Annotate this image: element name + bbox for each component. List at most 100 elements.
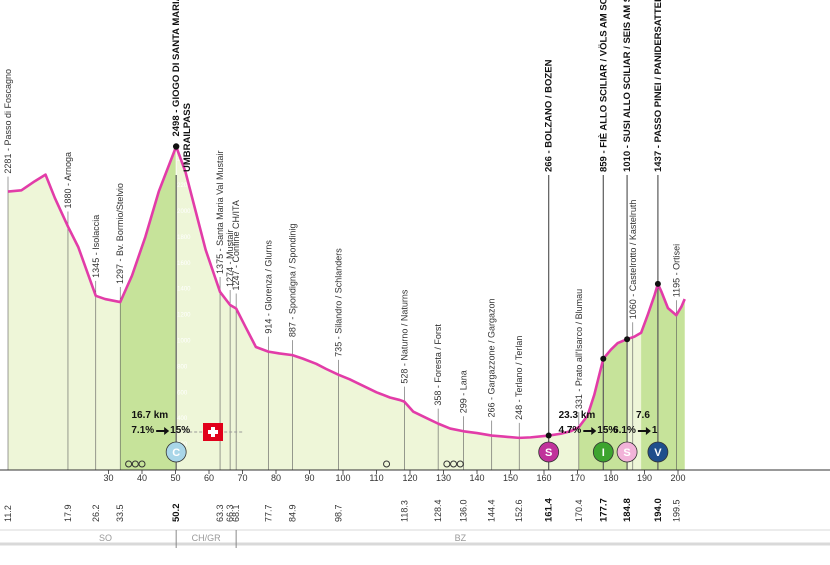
km-label-19: 184.8 [622, 498, 633, 522]
region-bar [0, 530, 830, 544]
place-label-22: 1195 - Ortisei [671, 244, 681, 297]
tunnel-icon-2 [138, 460, 146, 468]
swiss-flag-cross-h [208, 430, 218, 434]
sprint-badge-letter-1: S [623, 447, 630, 459]
place-label-9: 887 - Spondigna / Spondinig [287, 224, 297, 338]
x-tick-label-8: 110 [369, 473, 383, 483]
km-label-12: 128.4 [433, 499, 443, 522]
place-label-11: 528 - Naturno / Naturns [399, 289, 409, 384]
x-tick-label-1: 40 [137, 473, 147, 483]
dot-bolzano [545, 432, 552, 439]
x-tick-label-12: 150 [503, 473, 518, 483]
climb-dist-0: 16.7 km [131, 410, 168, 421]
climb-badge-letter-0: C [172, 447, 180, 459]
place-label-2: 1345 - Isolaccia [91, 215, 101, 278]
km-label-15: 152.6 [514, 499, 524, 522]
x-tick-label-13: 160 [536, 473, 551, 483]
km-label-9: 84.9 [287, 504, 297, 522]
x-tick-label-10: 130 [436, 473, 451, 483]
y-tick-label-800: 800 [177, 364, 188, 370]
dot-fie [600, 355, 607, 362]
tunnel-icon-0 [125, 460, 133, 468]
km-label-0: 11.2 [3, 505, 13, 522]
region-label-0: SO [99, 533, 112, 543]
place-label-8: 914 - Glorenza / Glurns [263, 240, 273, 334]
place-label-16: 266 - BOLZANO / BOZEN [544, 59, 555, 172]
km-label-2: 26.2 [91, 504, 101, 522]
km-label-1: 17.9 [63, 504, 73, 522]
y-tick-label-2200: 2200 [177, 183, 191, 189]
climb-arrow-icon-1 [583, 427, 597, 435]
place-label-7: 1247 - Confine CH/ITA [231, 200, 241, 290]
y-tick-label-2000: 2000 [177, 209, 191, 215]
place-label-17: 331 - Prato all'Isarco / Blumau [574, 289, 584, 409]
place-label-14: 266 - Gargazzone / Gargazon [487, 298, 497, 417]
climb-dist-1: 23.3 km [559, 410, 596, 421]
x-tick-label-4: 70 [237, 473, 247, 483]
y-tick-label-1200: 1200 [177, 313, 191, 319]
climb-max-2: 1 [652, 425, 658, 436]
dot-pinei [654, 280, 661, 287]
km-label-5: 63.3 [215, 504, 225, 522]
place-label-6: 1274 - Mustair [225, 229, 235, 287]
region-label-2: BZ [455, 533, 467, 543]
km-label-17: 170.4 [574, 499, 584, 522]
x-tick-label-15: 180 [603, 473, 618, 483]
x-tick-label-16: 190 [637, 473, 652, 483]
climb-badge-icon-0 [165, 441, 187, 463]
place-label-1: 1880 - Arnoga [63, 152, 73, 209]
place-label-10: 735 - Silandro / Schlanders [334, 248, 344, 357]
km-label-4: 50.2 [171, 504, 182, 523]
km-label-6: 66.3 [225, 504, 235, 522]
x-tick-label-11: 140 [469, 473, 484, 483]
place-label-12: 358 - Foresta / Forst [433, 324, 443, 406]
climb-grade-0: 7.1% [131, 425, 154, 436]
km-label-14: 144.4 [487, 499, 497, 522]
x-tick-label-7: 100 [335, 473, 350, 483]
km-label-21: 194.0 [653, 498, 664, 522]
tunnel-icon-4 [443, 460, 451, 468]
climb-max-0: 15% [170, 425, 190, 436]
km-label-13: 136.0 [459, 499, 469, 522]
profile-area-fill [8, 146, 685, 470]
km-label-22: 199.5 [671, 499, 681, 522]
place-label-3: 1297 - Bv. Bormio/Stelvio [115, 183, 125, 284]
km-label-18: 177.7 [598, 498, 609, 522]
place-label-5: 1375 - Santa Maria Val Mustair [215, 151, 225, 274]
tunnel-icon-3 [383, 460, 391, 468]
tunnel-icon-6 [456, 460, 464, 468]
x-tick-label-2: 50 [170, 473, 180, 483]
climb-badge-icon-1 [592, 441, 614, 463]
place-label-15: 248 - Terlano / Terlan [514, 336, 524, 420]
x-tick-label-0: 30 [103, 473, 113, 483]
sprint-badge-letter-0: S [545, 447, 552, 459]
km-label-7: 68.1 [231, 504, 241, 522]
sprint-badge-icon-1 [616, 441, 638, 463]
sprint-badge-icon-0 [538, 441, 560, 463]
climb-grade-2: 6.1% [613, 425, 636, 436]
place-label-0: 2281 - Passo di Foscagno [3, 69, 13, 174]
place-label-4: 2498 - GIOGO DI SANTA MARIA [171, 0, 182, 137]
dot-susi [624, 336, 631, 343]
x-tick-label-14: 170 [570, 473, 585, 483]
x-tick-label-17: 200 [670, 473, 685, 483]
y-tick-label-1000: 1000 [177, 339, 191, 345]
summit-dot-giogo [172, 143, 180, 150]
place-label-umbrailpass: UMBRAILPASS [182, 103, 193, 172]
x-tick-label-9: 120 [402, 473, 417, 483]
place-label-13: 299 - Lana [459, 370, 469, 413]
km-label-11: 118.3 [399, 500, 409, 522]
km-label-8: 77.7 [263, 504, 273, 522]
place-label-20: 1060 - Castelrotto / Kastelruth [628, 200, 638, 320]
profile-line [7, 145, 686, 440]
place-label-21: 1437 - PASSO PINEI / PANIDERSATTEL [653, 0, 664, 172]
y-tick-label-2400: 2400 [177, 157, 191, 163]
climb-fill-pinei [641, 283, 685, 470]
place-label-18: 859 - FIÈ ALLO SCILIAR / VÖLS AM SCHLERN [598, 0, 609, 172]
y-tick-label-1800: 1800 [177, 235, 191, 241]
climb-grade-1: 4.7% [558, 425, 581, 436]
y-tick-label-600: 600 [177, 390, 188, 396]
km-label-3: 33.5 [115, 504, 125, 522]
place-label-19: 1010 - SUSI ALLO SCILIAR / SEIS AM SCHLE… [622, 0, 633, 172]
